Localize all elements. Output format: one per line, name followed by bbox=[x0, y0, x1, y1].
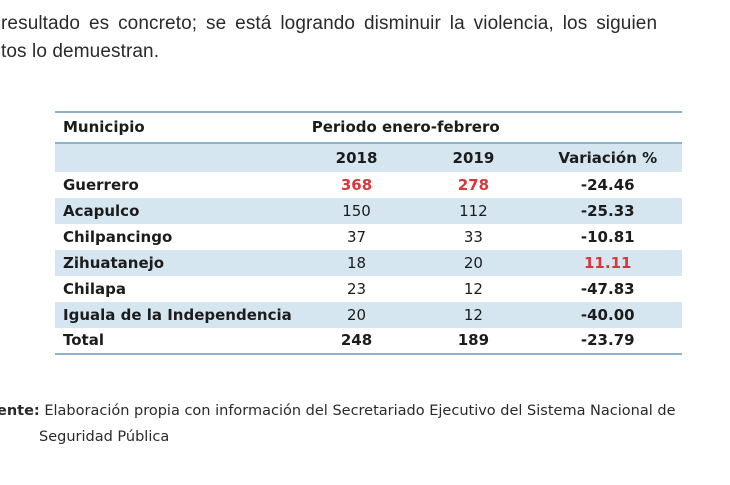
row-value-2019: 12 bbox=[413, 302, 534, 328]
row-municipio: Zihuatanejo bbox=[55, 250, 300, 276]
subheader-empty bbox=[55, 143, 300, 172]
table-row: Acapulco 150 112 -25.33 bbox=[55, 198, 682, 224]
table-row: Chilapa 23 12 -47.83 bbox=[55, 276, 682, 302]
row-variation: -10.81 bbox=[580, 228, 635, 246]
total-label: Total bbox=[55, 328, 300, 355]
header-period: Periodo enero-febrero bbox=[299, 111, 682, 144]
table-row: Chilpancingo 37 33 -10.81 bbox=[55, 224, 682, 250]
intro-paragraph-line-2: tos lo demuestran. bbox=[1, 41, 160, 62]
row-variation: -47.83 bbox=[580, 280, 635, 298]
source-text-1: Elaboración propia con información del S… bbox=[44, 403, 676, 419]
subheader-variation: Variación % bbox=[533, 143, 682, 172]
table-row: Guerrero 368 278 -24.46 bbox=[55, 172, 682, 198]
table-header-row: Municipio Periodo enero-febrero bbox=[55, 111, 682, 144]
table-row: Zihuatanejo 18 20 11.11 bbox=[55, 250, 682, 276]
row-value-2018: 23 bbox=[346, 280, 367, 298]
row-value-2018: 18 bbox=[299, 250, 414, 276]
intro-paragraph-line-1: resultado es concreto; se está logrando … bbox=[1, 13, 658, 34]
subheader-2019: 2019 bbox=[413, 143, 534, 172]
row-value-2018: 150 bbox=[299, 198, 414, 224]
row-variation: -24.46 bbox=[580, 176, 635, 194]
source-label: ente: bbox=[0, 403, 40, 419]
subheader-2018: 2018 bbox=[299, 143, 414, 172]
table-total-row: Total 248 189 -23.79 bbox=[55, 328, 682, 355]
row-variation: -40.00 bbox=[533, 302, 682, 328]
row-value-2019: 33 bbox=[463, 228, 483, 246]
row-value-2018: 20 bbox=[299, 302, 414, 328]
row-municipio: Chilpancingo bbox=[63, 228, 173, 246]
violence-comparison-table: Municipio Periodo enero-febrero 2018 201… bbox=[55, 111, 682, 355]
total-variation: -23.79 bbox=[533, 328, 682, 355]
table-subheader-row: 2018 2019 Variación % bbox=[55, 143, 682, 172]
source-line-1: ente: Elaboración propia con información… bbox=[0, 398, 730, 424]
row-variation: 11.11 bbox=[533, 250, 682, 276]
row-value-2019: 12 bbox=[463, 280, 483, 298]
source-line-2: Seguridad Pública bbox=[39, 429, 170, 445]
row-value-2019: 278 bbox=[457, 176, 490, 194]
row-municipio: Guerrero bbox=[63, 176, 139, 194]
table-row: Iguala de la Independencia 20 12 -40.00 bbox=[55, 302, 682, 328]
row-value-2019: 20 bbox=[413, 250, 534, 276]
total-2019: 189 bbox=[413, 328, 534, 355]
intro-paragraph: resultado es concreto; se está logrando … bbox=[0, 10, 730, 66]
total-2018: 248 bbox=[299, 328, 414, 355]
row-value-2018: 368 bbox=[340, 176, 373, 194]
source-note: ente: Elaboración propia con información… bbox=[0, 398, 730, 450]
row-municipio: Acapulco bbox=[55, 198, 300, 224]
row-municipio: Chilapa bbox=[63, 280, 126, 298]
row-municipio: Iguala de la Independencia bbox=[55, 302, 300, 328]
header-municipio: Municipio bbox=[55, 111, 300, 144]
row-value-2019: 112 bbox=[413, 198, 534, 224]
row-value-2018: 37 bbox=[346, 228, 367, 246]
row-variation: -25.33 bbox=[533, 198, 682, 224]
